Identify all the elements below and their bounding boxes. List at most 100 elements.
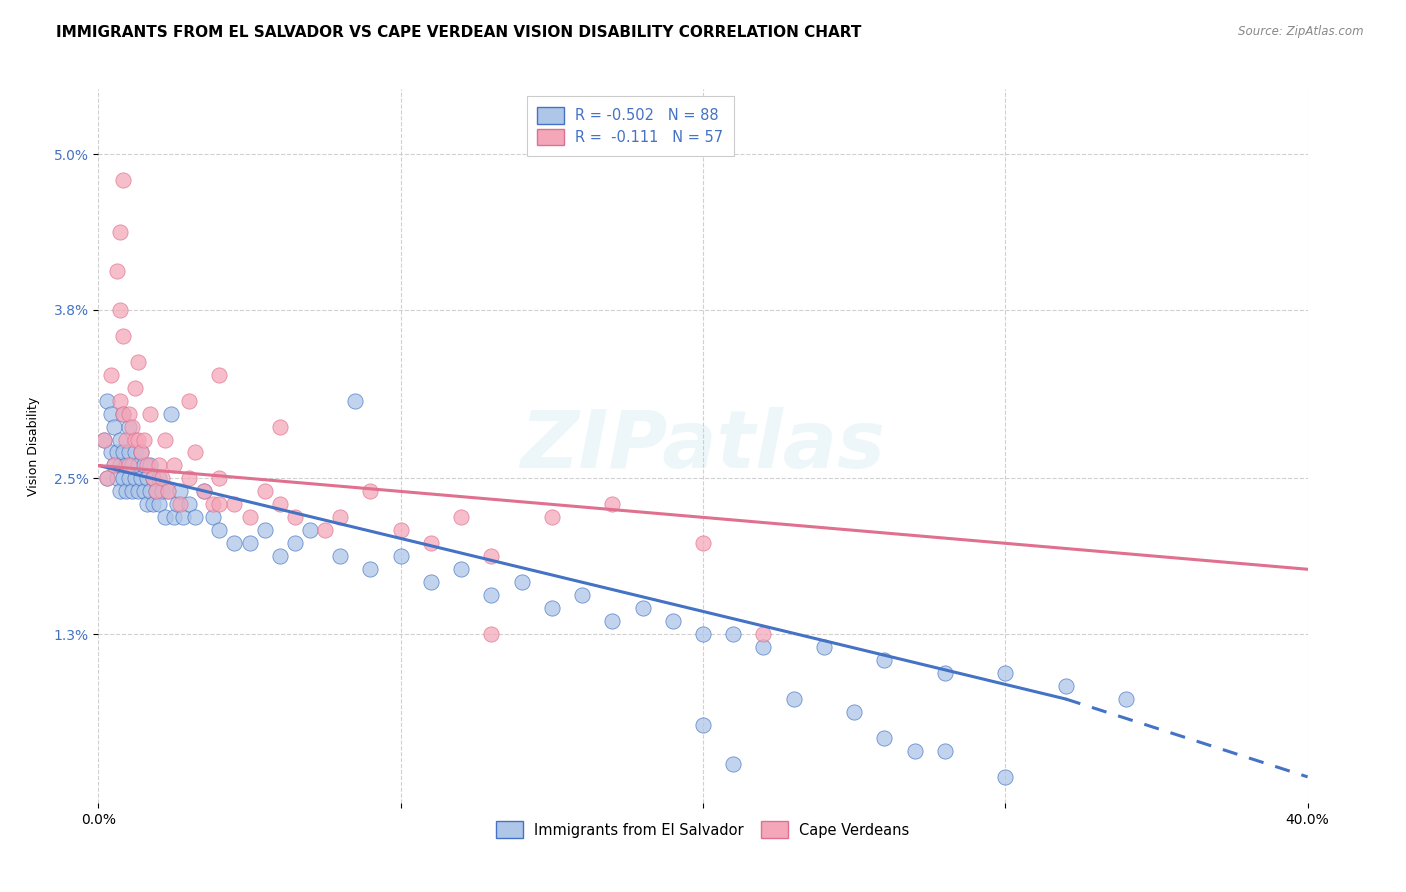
Point [540, 510, 562, 524]
Point [100, 407, 122, 421]
Point [100, 368, 122, 382]
Point [269, 549, 291, 564]
Point [153, 433, 176, 447]
Point [193, 484, 215, 499]
Point [202, 497, 225, 511]
Point [752, 640, 775, 654]
Point [111, 407, 134, 421]
Point [904, 744, 927, 758]
Point [111, 445, 134, 459]
Point [224, 536, 246, 550]
Point [124, 381, 146, 395]
Point [284, 510, 307, 524]
Point [108, 302, 131, 317]
Point [153, 510, 176, 524]
Point [239, 510, 262, 524]
Point [139, 484, 162, 499]
Point [813, 640, 835, 654]
Point [129, 445, 152, 459]
Point [127, 458, 149, 473]
Point [129, 471, 152, 485]
Point [103, 458, 125, 473]
Point [934, 744, 956, 758]
Point [145, 484, 167, 499]
Point [239, 536, 262, 550]
Point [132, 458, 155, 473]
Point [253, 524, 276, 538]
Point [450, 562, 472, 576]
Point [121, 458, 143, 473]
Point [114, 458, 136, 473]
Point [269, 497, 291, 511]
Point [111, 407, 134, 421]
Point [148, 458, 170, 473]
Point [108, 484, 131, 499]
Point [723, 627, 745, 641]
Point [135, 471, 157, 485]
Point [692, 718, 714, 732]
Point [103, 419, 125, 434]
Point [135, 458, 157, 473]
Point [208, 368, 231, 382]
Point [481, 588, 503, 602]
Point [96, 393, 118, 408]
Point [148, 471, 170, 485]
Point [129, 445, 152, 459]
Point [145, 484, 167, 499]
Point [142, 471, 165, 485]
Point [100, 445, 122, 459]
Point [160, 407, 183, 421]
Point [873, 731, 896, 745]
Point [111, 173, 134, 187]
Point [723, 756, 745, 771]
Point [602, 614, 624, 628]
Point [156, 484, 179, 499]
Point [124, 445, 146, 459]
Point [169, 497, 191, 511]
Point [481, 549, 503, 564]
Point [118, 407, 141, 421]
Point [139, 407, 162, 421]
Point [934, 666, 956, 681]
Point [96, 471, 118, 485]
Point [184, 510, 207, 524]
Point [360, 484, 382, 499]
Point [169, 484, 191, 499]
Point [284, 536, 307, 550]
Point [420, 536, 443, 550]
Point [299, 524, 322, 538]
Point [103, 458, 125, 473]
Point [179, 393, 201, 408]
Point [202, 510, 225, 524]
Point [163, 510, 186, 524]
Point [1054, 679, 1077, 693]
Point [124, 433, 146, 447]
Point [118, 445, 141, 459]
Point [450, 510, 472, 524]
Point [994, 666, 1017, 681]
Point [314, 524, 336, 538]
Point [150, 484, 173, 499]
Point [510, 575, 533, 590]
Point [108, 458, 131, 473]
Point [111, 328, 134, 343]
Point [105, 445, 128, 459]
Point [108, 433, 131, 447]
Point [873, 653, 896, 667]
Point [163, 458, 186, 473]
Point [139, 458, 162, 473]
Point [540, 601, 562, 615]
Point [142, 471, 165, 485]
Point [420, 575, 443, 590]
Point [389, 549, 412, 564]
Point [142, 497, 165, 511]
Point [118, 458, 141, 473]
Point [269, 419, 291, 434]
Point [844, 705, 866, 719]
Point [783, 692, 806, 706]
Point [105, 264, 128, 278]
Point [631, 601, 654, 615]
Text: ZIPatlas: ZIPatlas [520, 407, 886, 485]
Point [344, 393, 367, 408]
Point [571, 588, 593, 602]
